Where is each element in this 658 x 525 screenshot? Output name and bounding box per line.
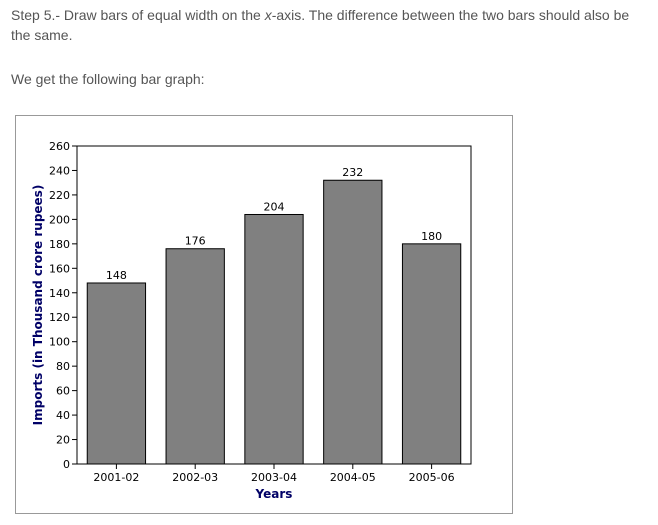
y-tick-label: 100 (49, 336, 70, 349)
y-tick-label: 40 (56, 409, 70, 422)
bar-2004-05 (323, 179, 383, 465)
x-tick-label: 2004-05 (330, 471, 376, 484)
y-tick-label: 200 (49, 213, 70, 226)
bar-value-label: 180 (421, 230, 442, 243)
y-tick-label: 180 (49, 238, 70, 251)
y-tick-label: 0 (63, 458, 70, 471)
bars: 148 176 204 232 180 (86, 166, 462, 465)
bar-value-label: 232 (342, 166, 363, 179)
x-tick-label: 2003-04 (251, 471, 297, 484)
step-paragraph: Step 5.- Draw bars of equal width on the… (11, 5, 651, 45)
step-text-suffix: -axis. The difference between the two ba… (11, 7, 630, 43)
x-axis: 2001-02 2002-03 2003-04 2004-05 2005-06 (93, 464, 455, 484)
y-tick-label: 160 (49, 262, 70, 275)
bar-2002-03 (165, 248, 225, 465)
y-tick-label: 220 (49, 189, 70, 202)
bar-2003-04 (244, 213, 304, 465)
y-axis: 0 20 40 60 80 100 120 140 160 180 200 220 240 260 (49, 140, 77, 471)
bar-chart: 0 20 40 60 80 100 120 140 160 180 200 220 240 260 148… (31, 140, 472, 501)
step-text-axis: x (264, 7, 272, 23)
y-tick-label: 120 (49, 311, 70, 324)
bar-2001-02 (86, 282, 147, 465)
y-axis-label: Imports (in Thousand crore rupees) (31, 185, 45, 426)
y-tick-label: 260 (49, 140, 70, 153)
intro-paragraph: We get the following bar graph: (11, 71, 205, 87)
bar-2005-06 (401, 243, 462, 465)
y-tick-label: 140 (49, 287, 70, 300)
y-tick-label: 240 (49, 164, 70, 177)
step-text-prefix: Step 5.- Draw bars of equal width on the (11, 7, 265, 23)
x-tick-label: 2001-02 (93, 471, 139, 484)
x-tick-label: 2002-03 (172, 471, 218, 484)
y-tick-label: 20 (56, 434, 70, 447)
x-tick-label: 2005-06 (409, 471, 455, 484)
bar-value-label: 204 (264, 200, 285, 213)
y-tick-label: 60 (56, 385, 70, 398)
y-tick-label: 80 (56, 360, 70, 373)
bar-value-label: 148 (106, 269, 127, 282)
x-axis-label: Years (255, 487, 293, 501)
bar-value-label: 176 (185, 235, 206, 248)
chart-frame: 0 20 40 60 80 100 120 140 160 180 200 220 240 260 148… (15, 115, 513, 514)
